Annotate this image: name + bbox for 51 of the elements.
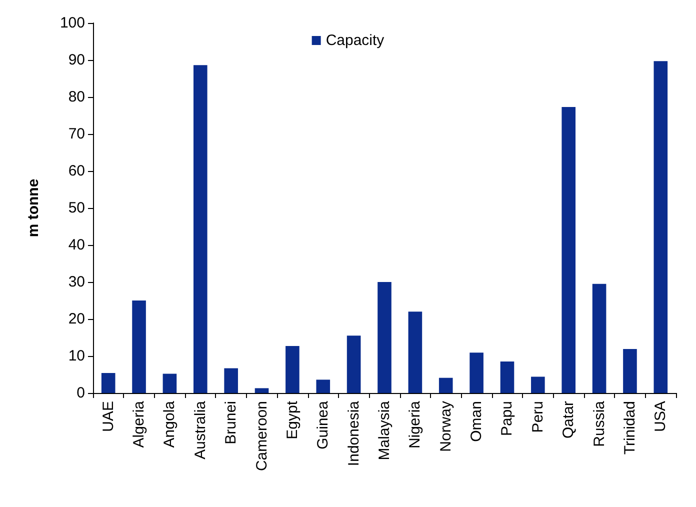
bar [193, 65, 208, 393]
bar [224, 368, 238, 393]
bar [654, 61, 668, 393]
y-tick-label: 50 [68, 200, 85, 216]
x-tick-label: Algeria [130, 400, 148, 448]
y-tick-label: 20 [68, 310, 85, 328]
y-tick-label: 10 [68, 348, 85, 364]
y-tick-label: 90 [68, 52, 85, 68]
y-axis-title: m tonne [25, 178, 42, 238]
x-tick-label: UAE [100, 401, 117, 432]
bar [162, 374, 177, 393]
bar [438, 378, 453, 393]
x-tick-label: Indonesia [345, 400, 362, 466]
x-tick-label: Angola [161, 400, 178, 448]
x-tick-label: Peru [529, 401, 546, 433]
bar [470, 352, 484, 393]
bar [500, 362, 514, 393]
x-tick-label: USA [652, 401, 670, 432]
x-tick-label: Australia [192, 400, 209, 460]
legend-label: Capacity [326, 32, 385, 49]
bar [592, 284, 606, 393]
y-tick-label: 100 [60, 14, 85, 32]
bar [101, 373, 116, 393]
y-tick-label: 40 [68, 236, 85, 254]
x-tick-label: Trinidad [621, 401, 638, 455]
x-tick-label: Papu [498, 401, 516, 436]
x-tick-label: Oman [468, 401, 486, 442]
bar [562, 106, 576, 393]
bar [132, 300, 146, 393]
x-tick-label: Nigeria [406, 400, 424, 449]
x-tick-label: Cameroon [253, 401, 270, 472]
y-tick-label: 0 [76, 384, 85, 402]
y-tick-label: 80 [68, 88, 85, 106]
bar [531, 376, 545, 393]
bar [286, 346, 300, 393]
x-tick-label: Malaysia [376, 400, 393, 460]
x-tick-label: Brunei [222, 401, 240, 444]
x-tick-label: Guinea [314, 400, 332, 450]
bar [316, 380, 330, 393]
bar [623, 348, 637, 393]
y-tick-label: 30 [68, 274, 85, 290]
x-tick-label: Qatar [560, 400, 578, 439]
x-tick-label: Egypt [284, 400, 301, 440]
y-tick-label: 60 [68, 162, 85, 180]
bar [346, 336, 361, 393]
bar [254, 388, 269, 393]
bar [378, 282, 392, 393]
y-tick-label: 70 [68, 126, 85, 142]
x-tick-label: Russia [590, 400, 608, 447]
bar [408, 312, 422, 393]
x-tick-label: Norway [437, 400, 454, 452]
